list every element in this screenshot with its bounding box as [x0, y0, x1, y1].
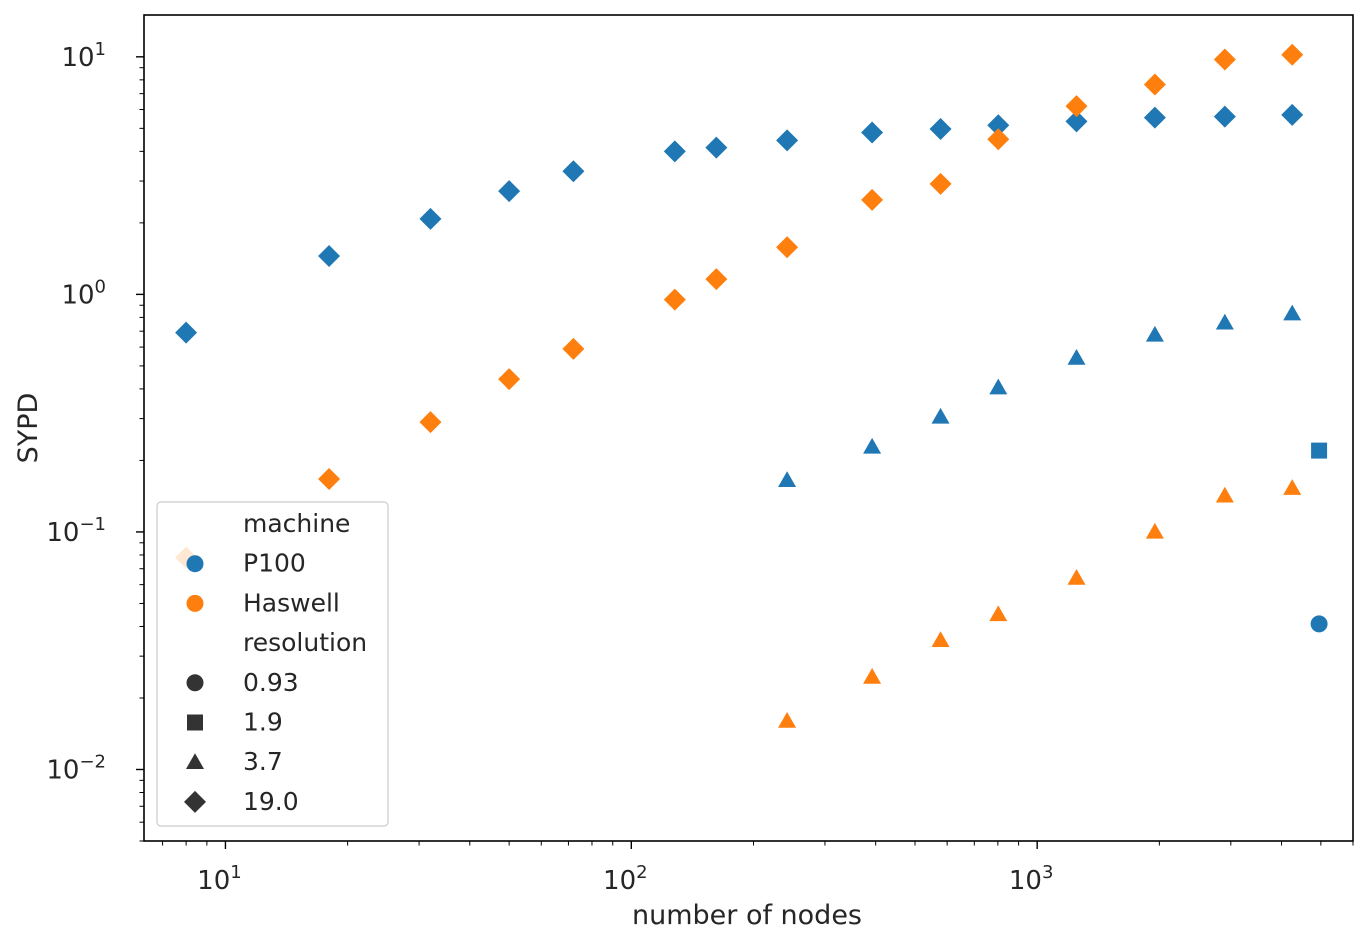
point-p100-diamond — [1065, 110, 1088, 133]
y-axis-label: SYPD — [13, 393, 44, 464]
point-p100-triangle — [778, 471, 797, 488]
point-p100-diamond — [663, 140, 686, 163]
y-tick-label: 10−2 — [46, 751, 106, 785]
y-tick-label: 10−1 — [46, 514, 106, 548]
x-tick-label: 101 — [197, 862, 242, 896]
point-p100-diamond — [1281, 103, 1304, 126]
point-haswell-diamond — [562, 337, 585, 360]
legend-label: 3.7 — [243, 747, 283, 776]
point-haswell-triangle — [931, 631, 950, 647]
point-haswell-triangle — [1215, 486, 1234, 503]
legend-marker-haswell — [186, 594, 204, 612]
x-tick-label: 102 — [603, 862, 648, 896]
point-haswell-diamond — [987, 128, 1010, 151]
legend-label: Haswell — [243, 588, 340, 617]
point-p100-triangle — [1145, 325, 1164, 342]
legend-marker-square — [187, 714, 203, 731]
point-p100-triangle — [863, 437, 882, 454]
point-haswell-diamond — [776, 236, 799, 259]
point-haswell-triangle — [778, 712, 797, 728]
point-haswell-diamond — [498, 368, 521, 391]
point-haswell-triangle — [989, 605, 1008, 622]
legend-marker-circle — [186, 674, 204, 692]
legend-title: machine — [243, 509, 350, 538]
legend-label: P100 — [243, 549, 306, 578]
point-haswell-diamond — [705, 268, 728, 291]
point-p100-triangle — [1283, 304, 1302, 321]
point-p100-diamond — [861, 121, 884, 144]
point-haswell-triangle — [1067, 568, 1086, 585]
y-tick-label: 100 — [61, 276, 106, 310]
point-haswell-diamond — [1065, 95, 1088, 118]
point-haswell-diamond — [1213, 48, 1236, 71]
point-p100-diamond — [419, 207, 442, 230]
y-axis-ticks: 101 100 10−1 10−2 — [46, 39, 144, 842]
data-marks — [175, 43, 1328, 728]
point-p100-triangle — [1215, 313, 1234, 330]
point-p100-triangle — [989, 378, 1008, 395]
point-haswell-triangle — [1283, 479, 1302, 495]
point-p100-diamond — [929, 117, 952, 140]
legend-label: 0.93 — [243, 668, 299, 697]
legend-marker-diamond — [184, 790, 206, 813]
point-haswell-diamond — [929, 172, 952, 195]
legend-label: 19.0 — [243, 787, 299, 816]
point-p100-diamond — [705, 136, 728, 159]
point-haswell-diamond — [318, 468, 341, 491]
point-haswell-triangle — [1145, 522, 1164, 539]
legend: machine P100 Haswell resolution 0.93 1.9 3.7 19… — [156, 501, 389, 827]
point-p100-triangle — [931, 407, 950, 424]
point-p100-diamond — [175, 321, 198, 344]
point-p100-diamond — [498, 180, 521, 203]
point-p100-diamond — [776, 129, 799, 152]
legend-label: 1.9 — [243, 708, 283, 737]
point-p100-diamond — [1143, 106, 1166, 129]
legend-marker-triangle — [186, 753, 204, 769]
point-haswell-diamond — [1143, 73, 1166, 96]
point-p100-square — [1311, 442, 1328, 459]
point-haswell-diamond — [861, 188, 884, 211]
point-p100-diamond — [562, 160, 585, 183]
point-haswell-diamond — [663, 288, 686, 311]
legend-box — [156, 501, 389, 827]
x-axis-label: number of nodes — [632, 900, 862, 931]
point-p100-diamond — [318, 245, 341, 268]
point-p100-triangle — [1067, 348, 1086, 365]
point-haswell-triangle — [863, 668, 882, 684]
x-axis-ticks: 101 102 103 — [162, 841, 1354, 896]
legend-marker-p100 — [186, 555, 204, 573]
point-p100-circle — [1310, 615, 1328, 633]
y-tick-label: 101 — [61, 39, 106, 73]
legend-title: resolution — [243, 628, 367, 657]
point-p100-diamond — [987, 114, 1010, 137]
point-haswell-diamond — [1281, 43, 1304, 66]
point-p100-diamond — [1213, 105, 1236, 128]
point-haswell-diamond — [419, 411, 442, 434]
x-tick-label: 103 — [1009, 862, 1054, 896]
